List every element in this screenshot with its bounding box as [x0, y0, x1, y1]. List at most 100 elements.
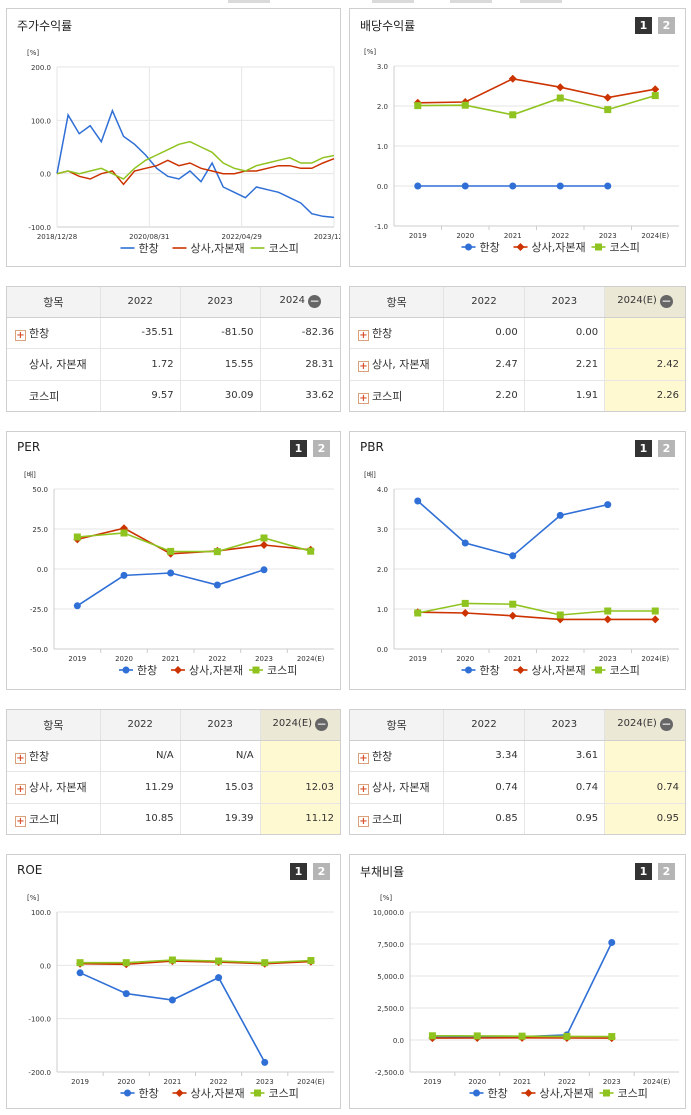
x-tick-label: 2023: [599, 232, 617, 240]
row-label[interactable]: + 코스피: [7, 802, 101, 834]
expand-icon[interactable]: +: [15, 329, 26, 341]
row-label[interactable]: + 상사, 자본재: [350, 771, 444, 804]
y-tick-label: 7,500.0: [377, 941, 404, 949]
legend-label: 코스피: [610, 241, 640, 254]
row-label[interactable]: + 코스피: [350, 379, 444, 411]
x-tick-label: 2024(E): [297, 1078, 325, 1086]
x-tick-label: 2024(E): [643, 1078, 671, 1086]
data-point: [604, 182, 612, 190]
tab-1[interactable]: 1: [635, 863, 652, 880]
data-point: [651, 85, 660, 94]
data-point: [461, 599, 469, 607]
table-cell: 2.26: [604, 379, 685, 411]
expand-icon[interactable]: +: [358, 392, 369, 404]
row-label[interactable]: + 한창: [7, 739, 101, 772]
table-cell: 1.72: [99, 348, 181, 381]
unit-label: [%]: [364, 48, 376, 56]
collapse-icon[interactable]: −: [659, 294, 673, 309]
table-cell: 19.39: [179, 802, 261, 834]
tab-1[interactable]: 1: [635, 17, 652, 34]
tab-1[interactable]: 1: [290, 440, 307, 457]
row-label: 상사, 자본재: [7, 348, 101, 381]
data-point: [461, 539, 469, 547]
expand-icon[interactable]: +: [358, 815, 369, 827]
table-row: + 한창 -35.51 -81.50 -82.36: [7, 316, 340, 349]
series-line-1: [417, 611, 656, 621]
table-cell: N/A: [99, 739, 181, 772]
x-tick-label: 2018/12/28: [37, 233, 77, 241]
unit-label: [배]: [24, 470, 36, 479]
expand-icon[interactable]: +: [358, 752, 369, 764]
row-label[interactable]: + 한창: [7, 316, 101, 349]
y-tick-label: 0.0: [377, 646, 388, 654]
collapse-icon[interactable]: −: [659, 717, 673, 732]
row-label[interactable]: + 코스피: [350, 802, 444, 834]
expand-icon[interactable]: +: [15, 815, 26, 827]
table-row: + 한창 N/A N/A: [7, 739, 340, 772]
expand-icon[interactable]: +: [15, 752, 26, 764]
y-tick-label: -1.0: [374, 223, 388, 231]
tab-1[interactable]: 1: [635, 440, 652, 457]
data-point: [603, 615, 612, 624]
row-label[interactable]: + 한창: [350, 739, 444, 772]
table-cell: 11.29: [99, 771, 181, 804]
table-row: + 코스피 0.85 0.95 0.95: [350, 802, 685, 834]
tab-2[interactable]: 2: [658, 863, 675, 880]
legend-label: 한창: [488, 1087, 508, 1100]
table-header: 2023: [179, 287, 261, 318]
legend-label: 상사,자본재: [191, 242, 245, 255]
row-label[interactable]: + 상사, 자본재: [350, 348, 444, 381]
expand-icon[interactable]: +: [358, 784, 369, 796]
expand-icon[interactable]: +: [15, 784, 26, 796]
tab-2[interactable]: 2: [313, 863, 330, 880]
tab-2[interactable]: 2: [658, 17, 675, 34]
table-cell: 11.12: [259, 802, 340, 834]
tab-2[interactable]: 2: [313, 440, 330, 457]
collapse-icon[interactable]: −: [315, 717, 329, 732]
data-point: [122, 959, 130, 967]
panel-title: 부채비율: [360, 865, 405, 879]
y-tick-label: 0.0: [393, 1037, 404, 1045]
expand-icon[interactable]: +: [358, 329, 369, 341]
row-label[interactable]: + 상사, 자본재: [7, 771, 101, 804]
data-point: [461, 609, 470, 617]
legend-label: 한창: [139, 1087, 159, 1100]
table-row: + 한창 3.34 3.61: [350, 739, 685, 772]
x-tick-label: 2021: [162, 655, 180, 663]
top-strip: [228, 0, 270, 3]
tab-1[interactable]: 1: [290, 863, 307, 880]
legend-label: 한창: [139, 242, 159, 255]
data-point: [508, 611, 517, 620]
expand-icon[interactable]: +: [358, 361, 369, 373]
legend-label: 코스피: [610, 664, 640, 677]
data-point: [556, 83, 565, 92]
row-label[interactable]: + 한창: [350, 316, 444, 349]
y-tick-label: 1.0: [377, 143, 388, 151]
table-cell: 15.55: [179, 348, 261, 381]
series-line-0: [79, 972, 266, 1063]
y-tick-label: 1.0: [377, 606, 388, 614]
x-tick-label: 2019: [409, 655, 427, 663]
data-point: [215, 957, 223, 965]
x-tick-label: 2019: [71, 1078, 89, 1086]
data-point: [167, 569, 175, 577]
per-table: 항목 2022 2023 2024(E) − + 한창 N/A N/A + 상사, 자본재 11.29…: [6, 709, 341, 835]
data-point: [76, 969, 84, 977]
dividend-yield-table: 항목 2022 2023 2024(E) − + 한창 0.00 0.00 + 상사, 자본재 2.4…: [349, 286, 686, 412]
x-tick-label: 2021: [513, 1078, 531, 1086]
data-point: [414, 609, 422, 617]
tab-2[interactable]: 2: [658, 440, 675, 457]
table-row: + 상사, 자본재 2.47 2.21 2.42: [350, 348, 685, 381]
legend-label: 한창: [480, 664, 500, 677]
top-strip: [450, 0, 492, 3]
row-label: 코스피: [7, 379, 101, 411]
data-point: [76, 959, 84, 967]
data-point: [604, 106, 612, 114]
table-cell: 0.74: [443, 771, 525, 804]
legend-label: 상사,자본재: [540, 1087, 594, 1100]
collapse-icon[interactable]: −: [308, 294, 321, 309]
legend-marker: [124, 1089, 131, 1097]
table-cell: 33.62: [259, 379, 340, 411]
